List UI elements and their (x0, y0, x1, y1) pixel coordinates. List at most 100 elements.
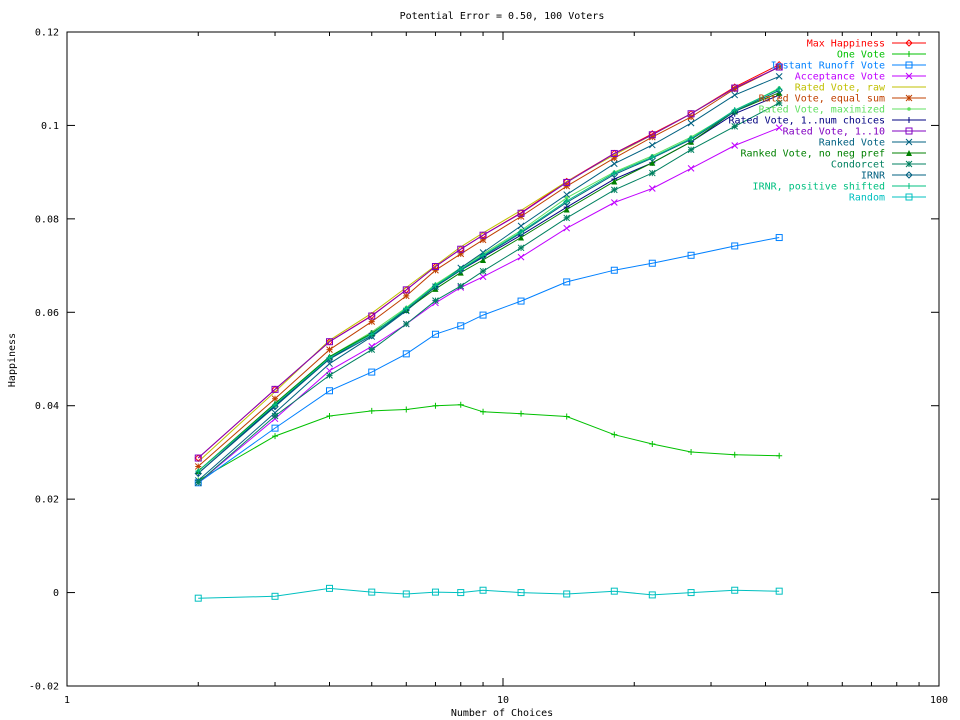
data-point (403, 406, 410, 413)
y-axis-label: Happiness (7, 333, 18, 387)
data-point (731, 91, 739, 99)
data-point (517, 297, 525, 305)
legend-marker (905, 160, 913, 168)
data-point (368, 331, 375, 338)
data-point (194, 594, 202, 602)
data-point (610, 199, 618, 206)
data-point (563, 182, 571, 190)
data-point (271, 385, 279, 393)
y-tick-label: 0.12 (35, 28, 59, 39)
data-point (479, 273, 487, 281)
data-point (648, 591, 656, 599)
data-point (325, 387, 333, 395)
data-point (648, 133, 656, 141)
x-tick-label: 10 (497, 695, 509, 706)
data-point (479, 311, 487, 319)
data-point (195, 468, 202, 475)
data-point (517, 222, 525, 230)
legend-marker (906, 150, 912, 156)
data-point (775, 63, 783, 71)
data-point (457, 245, 465, 253)
data-point (687, 165, 695, 172)
data-point (194, 463, 202, 470)
series-layer (194, 60, 783, 602)
data-point (480, 252, 487, 259)
series-8 (194, 63, 783, 462)
x-axis-label: Number of Choices (451, 708, 553, 719)
legend-marker (905, 193, 913, 201)
data-point (687, 589, 695, 597)
data-point (325, 584, 333, 592)
axes: -0.02 0 0.02 0.04 0.06 0.08 0.1 0.12 1 10 100 (29, 28, 948, 707)
data-point (688, 135, 695, 142)
legend-marker (905, 138, 913, 146)
data-point (271, 395, 279, 403)
data-point (479, 231, 487, 239)
data-point (271, 424, 279, 432)
data-point (194, 469, 202, 478)
data-point (517, 209, 525, 217)
legend-marker (905, 72, 913, 80)
data-point (611, 178, 618, 185)
data-point (563, 198, 570, 205)
data-point (517, 244, 525, 252)
data-point (402, 350, 410, 358)
data-point (610, 149, 618, 157)
series-line (197, 237, 780, 484)
data-point (432, 266, 439, 274)
data-point (610, 154, 618, 162)
data-point (194, 454, 202, 462)
series-line (197, 66, 780, 467)
data-point (649, 441, 656, 448)
data-point (776, 85, 783, 92)
data-point (368, 346, 376, 354)
data-point (518, 228, 525, 235)
y-tick-label: 0.04 (35, 401, 59, 412)
data-point (368, 312, 376, 320)
data-point (457, 322, 465, 330)
data-point (648, 131, 656, 139)
y-tick-label: 0.1 (41, 121, 59, 132)
legend-marker (905, 94, 913, 102)
legend-marker (907, 107, 911, 111)
data-point (775, 587, 783, 595)
y-tick-label: 0.08 (35, 214, 59, 225)
y-tick-label: 0 (53, 588, 59, 599)
data-point (402, 292, 410, 300)
series-line (197, 88, 780, 472)
data-point (563, 278, 571, 286)
data-point (194, 479, 202, 487)
legend-label: Ranked Vote, no neg pref (741, 149, 886, 160)
data-point (687, 110, 695, 118)
y-tick-label: 0.02 (35, 495, 59, 506)
data-point (326, 346, 333, 354)
series-1 (195, 401, 783, 484)
legend-marker (905, 127, 913, 135)
data-point (563, 214, 571, 222)
series-line (197, 404, 780, 481)
data-point (563, 178, 571, 186)
legend-marker (905, 61, 913, 69)
data-point (563, 191, 571, 198)
data-point (457, 282, 465, 290)
data-point (368, 318, 376, 325)
data-point (457, 250, 465, 258)
data-point (402, 320, 410, 328)
data-point (517, 253, 525, 261)
data-point (563, 590, 571, 598)
data-point (368, 407, 375, 414)
data-point (648, 169, 656, 177)
data-point (731, 586, 739, 594)
x-tick-label: 100 (930, 695, 948, 706)
data-point (731, 242, 739, 250)
legend-label: Random (849, 193, 885, 204)
data-point (610, 587, 618, 595)
data-point (326, 371, 333, 379)
data-point (610, 160, 618, 168)
legend-marker (906, 51, 912, 57)
data-point (326, 354, 333, 361)
data-point (457, 401, 464, 408)
series-14 (194, 584, 783, 602)
data-point (326, 360, 333, 368)
